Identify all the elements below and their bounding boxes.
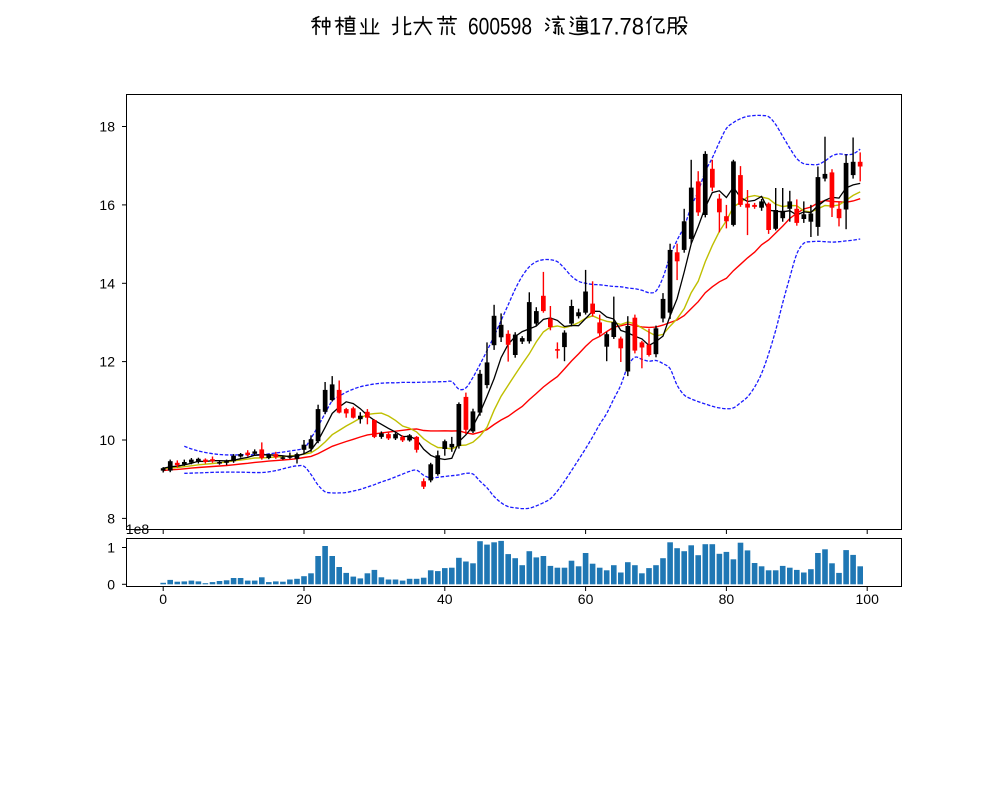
svg-text:600598: 600598: [468, 14, 532, 41]
svg-text:1e8: 1e8: [126, 521, 150, 537]
svg-text:20: 20: [296, 591, 312, 607]
svg-text:12: 12: [99, 354, 115, 370]
svg-text:8: 8: [107, 510, 115, 526]
svg-text:10: 10: [99, 432, 115, 448]
svg-text:14: 14: [99, 275, 115, 291]
svg-text:80: 80: [719, 591, 735, 607]
svg-text:16: 16: [99, 197, 115, 213]
svg-text:100: 100: [856, 591, 880, 607]
svg-text:0: 0: [159, 591, 167, 607]
svg-text:40: 40: [437, 591, 453, 607]
svg-text:1: 1: [107, 540, 115, 556]
svg-text:60: 60: [578, 591, 594, 607]
svg-text:17.78: 17.78: [589, 14, 644, 41]
svg-text:0: 0: [107, 576, 115, 592]
svg-text:18: 18: [99, 119, 115, 135]
